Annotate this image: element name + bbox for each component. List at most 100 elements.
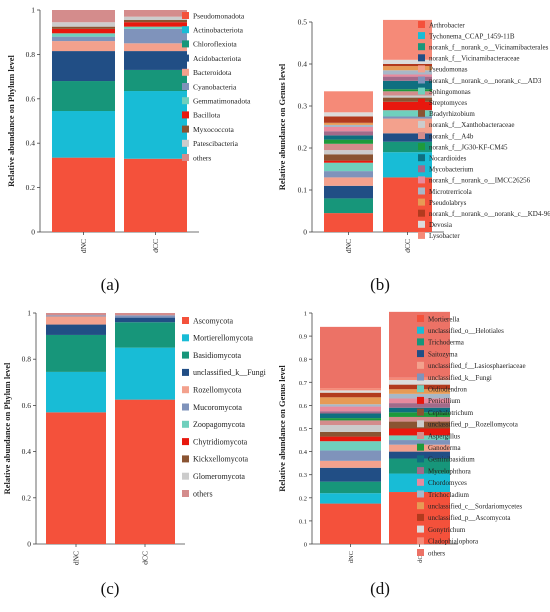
bar-segment bbox=[124, 16, 187, 20]
y-tick-label: 0 bbox=[304, 542, 307, 549]
x-tick-label: dNC bbox=[79, 239, 88, 253]
legend-swatch bbox=[418, 32, 425, 40]
legend-label: Penicillium bbox=[428, 397, 461, 405]
legend-label: Gonytrichum bbox=[428, 526, 466, 534]
bar-segment bbox=[324, 139, 373, 144]
y-tick-label: 0.1 bbox=[299, 518, 307, 525]
legend-swatch bbox=[418, 231, 425, 239]
legend-label: norank_f__Vicinamibacteraceae bbox=[429, 55, 520, 63]
bar-segment bbox=[320, 503, 381, 544]
legend-swatch bbox=[417, 396, 424, 404]
bar-segment bbox=[124, 19, 187, 23]
bar-segment bbox=[124, 28, 187, 44]
legend-swatch bbox=[417, 338, 424, 346]
bar-segment bbox=[320, 392, 381, 398]
legend-swatch bbox=[417, 537, 424, 545]
legend-label: Myxococcota bbox=[193, 125, 234, 134]
legend-swatch bbox=[418, 176, 425, 184]
panel-label: (d) bbox=[370, 579, 390, 598]
bar-segment bbox=[124, 158, 187, 232]
bar-segment bbox=[124, 91, 187, 159]
y-tick-label: 0.2 bbox=[26, 183, 36, 192]
legend-label: Mortierellomycota bbox=[193, 334, 253, 343]
legend-label: Tychonema_CCAP_1459-11B bbox=[429, 32, 515, 40]
bar-segment bbox=[324, 177, 373, 186]
bar-segment bbox=[124, 69, 187, 92]
bar-segment bbox=[324, 154, 373, 161]
x-tick-label: dCC bbox=[403, 239, 412, 253]
bar-segment bbox=[115, 315, 175, 318]
legend-swatch bbox=[418, 209, 425, 217]
bar-segment bbox=[324, 122, 373, 125]
legend-swatch bbox=[182, 68, 189, 76]
chart-svg: 0 0.1 0.2 0.3 0.4 0.5 0.6 0.7 0.8 0.9 1 Relative ab… bbox=[277, 311, 526, 599]
legend-swatch bbox=[418, 54, 425, 62]
legend-swatch bbox=[182, 420, 189, 428]
y-tick-label: 0.5 bbox=[299, 426, 307, 433]
legend-label: Acidobacteriota bbox=[193, 54, 242, 63]
legend-swatch bbox=[418, 165, 425, 173]
bar-segment bbox=[383, 91, 432, 96]
legend-label: norank_f__norank_o__norank_c__AD3 bbox=[429, 77, 542, 85]
legend-label: Nocardioides bbox=[429, 155, 467, 163]
y-tick-label: 0 bbox=[27, 540, 31, 549]
legend-swatch bbox=[182, 403, 189, 411]
chart-panel-2: 0 0.1 0.2 0.3 0.4 0.5 Relative abundance on Ge… bbox=[275, 0, 550, 303]
chart-svg: 0 0.1 0.2 0.3 0.4 0.5 Relative abundance on Ge… bbox=[277, 18, 550, 295]
bar-segment bbox=[46, 316, 106, 325]
bar-segment bbox=[52, 36, 115, 42]
legend-swatch bbox=[418, 87, 425, 95]
bar-segment bbox=[324, 162, 373, 172]
y-tick-label: 0.8 bbox=[22, 355, 32, 364]
legend-swatch bbox=[417, 326, 424, 334]
chart-svg: 0 0.2 0.4 0.6 0.8 1 Relative abundance on Phyl… bbox=[2, 309, 267, 599]
y-tick-label: 1 bbox=[304, 311, 307, 318]
bar-segment bbox=[383, 66, 432, 71]
legend-label: unclassified_k__Fungi bbox=[193, 368, 267, 377]
legend-swatch bbox=[418, 109, 425, 117]
legend-swatch bbox=[417, 420, 424, 428]
legend-swatch bbox=[417, 455, 424, 463]
legend-swatch bbox=[417, 502, 424, 510]
y-axis-title: Relative abundance on Phylum level bbox=[2, 362, 12, 494]
y-tick-label: 0.8 bbox=[26, 50, 36, 59]
bar-segment bbox=[383, 59, 432, 64]
bar-segment bbox=[324, 150, 373, 155]
legend-swatch bbox=[418, 132, 425, 139]
bar-segment bbox=[320, 431, 381, 437]
legend-label: Mortierella bbox=[428, 315, 460, 323]
legend-swatch bbox=[417, 467, 424, 475]
legend-swatch bbox=[418, 98, 425, 106]
x-tick-label: dCC bbox=[141, 551, 150, 565]
bar-segment bbox=[52, 28, 115, 34]
y-tick-label: 0.8 bbox=[299, 357, 307, 364]
bar-segment bbox=[52, 41, 115, 52]
x-tick-label: dNC bbox=[344, 239, 353, 253]
bar-segment bbox=[115, 313, 175, 316]
bar-segment bbox=[324, 135, 373, 140]
y-tick-label: 0.2 bbox=[299, 495, 307, 502]
legend-label: norank_f__A4b bbox=[429, 132, 474, 140]
legend-label: unclassified_c__Sordariomycetes bbox=[428, 503, 522, 511]
bar-segment bbox=[320, 404, 381, 407]
legend-label: norank_f__JG30-KF-CM45 bbox=[429, 143, 508, 151]
legend-swatch bbox=[417, 408, 424, 416]
y-axis-title: Relative abundance on Genus level bbox=[277, 63, 287, 190]
legend-swatch bbox=[418, 21, 425, 28]
legend-swatch bbox=[417, 315, 424, 322]
legend-swatch bbox=[182, 97, 189, 105]
bar-segment bbox=[320, 481, 381, 494]
y-axis-title: Relative abundance on Genus level bbox=[277, 365, 287, 492]
bar-segment bbox=[320, 413, 381, 419]
bar-segment bbox=[320, 436, 381, 442]
legend-swatch bbox=[418, 143, 425, 151]
y-tick-label: 0.4 bbox=[26, 139, 36, 148]
legend-label: unclassified_o__Helotiales bbox=[428, 327, 504, 335]
bar-segment bbox=[52, 157, 115, 232]
legend-swatch bbox=[182, 26, 189, 34]
legend-swatch bbox=[417, 361, 424, 369]
legend-swatch bbox=[182, 111, 189, 119]
bar-segment bbox=[320, 397, 381, 405]
x-tick-label: dNC bbox=[348, 551, 355, 563]
legend-label: Gemmatimonadota bbox=[193, 97, 251, 106]
